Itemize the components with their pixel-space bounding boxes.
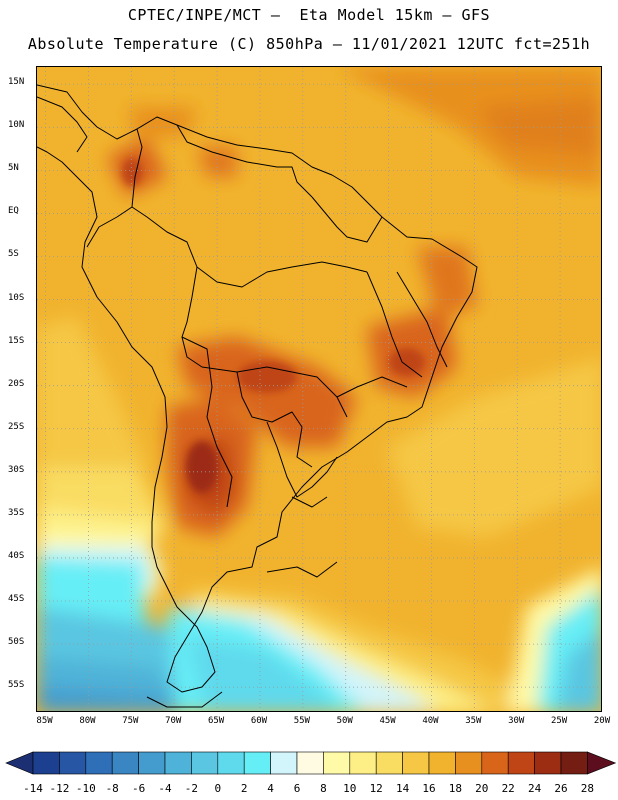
colorbar-tick-label: 2 xyxy=(240,782,248,795)
lat-tick-label: 10S xyxy=(8,292,25,303)
lon-tick-label: 65W xyxy=(207,716,225,726)
colorbar-swatch xyxy=(560,751,588,775)
colorbar xyxy=(5,751,617,775)
lat-tick-label: 10N xyxy=(8,120,25,131)
colorbar-tick-label: 8 xyxy=(320,782,327,795)
colorbar-swatch xyxy=(481,751,509,775)
lon-tick-label: 20W xyxy=(593,716,611,726)
colorbar-swatch xyxy=(455,751,483,775)
temperature-map xyxy=(37,67,601,711)
lat-tick-label: 15N xyxy=(8,77,25,88)
lon-tick-label: 30W xyxy=(508,716,525,726)
colorbar-swatch xyxy=(349,751,377,775)
lat-tick-label: 5S xyxy=(8,249,19,260)
colorbar-tick-label: 6 xyxy=(293,782,301,795)
lon-tick-label: 25W xyxy=(550,716,568,726)
colorbar-tick-label: -4 xyxy=(158,782,172,795)
lat-tick-label: 20S xyxy=(8,378,25,389)
colorbar-tick-label: -12 xyxy=(49,782,70,795)
colorbar-swatch xyxy=(164,751,192,775)
colorbar-swatch xyxy=(217,751,245,775)
map-title-line1: CPTEC/INPE/MCT – Eta Model 15km – GFS xyxy=(127,6,491,24)
colorbar-tick-label: -8 xyxy=(105,782,119,795)
lat-tick-label: 25S xyxy=(8,421,25,432)
colorbar-swatch xyxy=(85,751,113,775)
lat-tick-label: 40S xyxy=(8,550,25,561)
lon-tick-label: 85W xyxy=(36,716,53,726)
colorbar-swatch xyxy=(402,751,430,775)
map-title-line2: Absolute Temperature (C) 850hPa – 11/01/… xyxy=(27,35,591,53)
colorbar-tick-label: 4 xyxy=(267,782,274,795)
colorbar-swatch xyxy=(32,751,60,775)
colorbar-tick-label: 10 xyxy=(343,782,357,795)
lat-tick-label: EQ xyxy=(8,206,19,217)
lat-tick-label: 45S xyxy=(8,594,25,605)
temperature-field xyxy=(37,67,601,711)
colorbar-swatch xyxy=(375,751,403,775)
lon-tick-label: 35W xyxy=(465,716,482,726)
colorbar-swatch xyxy=(323,751,351,775)
lat-tick-label: 35S xyxy=(8,507,25,518)
lon-tick-label: 40W xyxy=(422,716,439,726)
colorbar-tick-label: 20 xyxy=(475,782,489,795)
colorbar-swatch xyxy=(59,751,87,775)
map-frame xyxy=(36,66,602,712)
lon-tick-label: 45W xyxy=(379,716,396,726)
colorbar-swatch xyxy=(243,751,271,775)
lon-tick-label: 60W xyxy=(250,716,268,726)
colorbar-tick-label: -14 xyxy=(23,782,43,795)
colorbar-swatch xyxy=(138,751,166,775)
colorbar-swatch xyxy=(428,751,456,775)
lon-tick-label: 80W xyxy=(79,716,96,726)
colorbar-swatch xyxy=(191,751,219,775)
colorbar-tick-label: 22 xyxy=(501,782,515,795)
lat-tick-label: 55S xyxy=(8,680,25,691)
colorbar-tick-label: 12 xyxy=(369,782,383,795)
colorbar-swatch xyxy=(534,751,562,775)
lat-tick-label: 15S xyxy=(8,335,25,346)
colorbar-tick-label: -2 xyxy=(184,782,199,795)
colorbar-tick-label: 28 xyxy=(580,782,595,795)
colorbar-tick-label: 14 xyxy=(395,782,410,795)
colorbar-tick-label: 26 xyxy=(554,782,568,795)
lat-tick-label: 30S xyxy=(8,464,25,475)
colorbar-swatch xyxy=(111,751,139,775)
colorbar-over-arrow xyxy=(587,751,617,775)
coastlines xyxy=(37,84,478,708)
colorbar-tick-label: -10 xyxy=(75,782,96,795)
lat-tick-label: 50S xyxy=(8,637,25,648)
lon-tick-label: 50W xyxy=(336,716,353,726)
lat-tick-label: 5N xyxy=(8,163,19,174)
colorbar-tick-label: 24 xyxy=(527,782,542,795)
colorbar-tick-label: 16 xyxy=(422,782,436,795)
lon-tick-label: 70W xyxy=(165,716,182,726)
colorbar-tick-label: 18 xyxy=(448,782,463,795)
colorbar-swatch xyxy=(507,751,535,775)
colorbar-tick-label: -6 xyxy=(131,782,146,795)
colorbar-swatch xyxy=(270,751,298,775)
lon-tick-label: 75W xyxy=(122,716,139,726)
lon-tick-label: 55W xyxy=(293,716,310,726)
colorbar-under-arrow xyxy=(5,751,34,775)
colorbar-swatch xyxy=(296,751,324,775)
colorbar-tick-label: 0 xyxy=(214,782,222,795)
